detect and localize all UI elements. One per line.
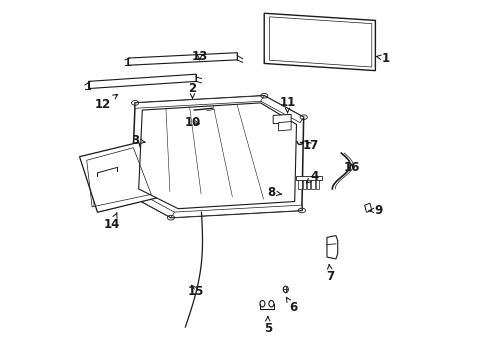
- Polygon shape: [131, 96, 303, 218]
- Polygon shape: [135, 96, 264, 108]
- Text: 8: 8: [267, 186, 281, 199]
- Text: 11: 11: [279, 96, 295, 113]
- Polygon shape: [260, 96, 303, 123]
- Text: 7: 7: [326, 264, 334, 283]
- Text: 10: 10: [184, 116, 200, 129]
- Text: 12: 12: [95, 94, 117, 111]
- Text: 17: 17: [302, 139, 318, 152]
- Polygon shape: [306, 178, 310, 189]
- Polygon shape: [88, 74, 196, 89]
- Polygon shape: [364, 203, 371, 212]
- Text: 1: 1: [375, 51, 389, 64]
- Polygon shape: [310, 178, 314, 189]
- Text: 2: 2: [188, 82, 196, 98]
- Polygon shape: [273, 114, 290, 124]
- Text: 5: 5: [263, 316, 271, 335]
- Polygon shape: [302, 178, 305, 189]
- Polygon shape: [298, 178, 301, 189]
- Polygon shape: [131, 191, 174, 218]
- Polygon shape: [139, 103, 296, 209]
- Text: 16: 16: [343, 161, 360, 174]
- Polygon shape: [278, 122, 290, 131]
- Polygon shape: [296, 176, 321, 180]
- Polygon shape: [171, 205, 301, 218]
- Polygon shape: [315, 178, 319, 189]
- Polygon shape: [128, 53, 237, 65]
- Text: 3: 3: [131, 134, 145, 147]
- Text: 4: 4: [306, 170, 318, 183]
- Polygon shape: [80, 142, 156, 212]
- Text: 14: 14: [103, 213, 120, 231]
- Polygon shape: [264, 13, 375, 71]
- Text: 13: 13: [191, 50, 207, 63]
- Text: 9: 9: [368, 204, 382, 217]
- Text: 15: 15: [187, 285, 204, 298]
- Text: 6: 6: [286, 297, 296, 314]
